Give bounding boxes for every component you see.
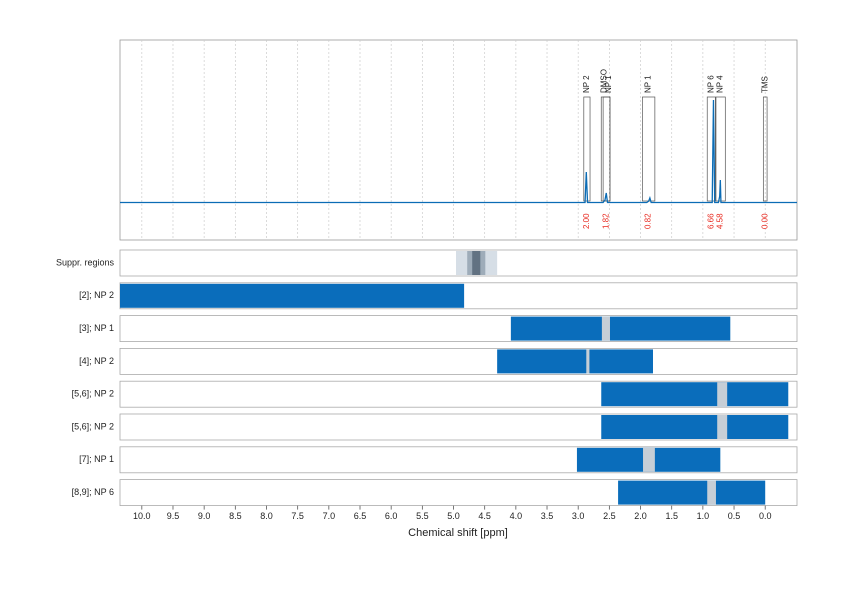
region-label: NP 1	[644, 75, 653, 93]
x-tick-label: 3.0	[572, 511, 585, 521]
region-box	[600, 96, 611, 202]
x-tick-label: 0.5	[728, 511, 741, 521]
x-tick-label: 2.0	[634, 511, 647, 521]
row-label: [3]; NP 1	[79, 323, 114, 333]
region-label: NP 1	[604, 75, 613, 93]
row-label: [8,9]; NP 6	[72, 487, 114, 497]
range-gap	[643, 447, 655, 472]
x-tick-label: 5.5	[416, 511, 429, 521]
x-tick-label: 4.0	[510, 511, 523, 521]
region-box	[762, 96, 768, 202]
region-label: NP 2	[582, 75, 591, 93]
region-integral: 2.00	[582, 213, 591, 229]
x-tick-label: 9.5	[167, 511, 180, 521]
row-label: [2]; NP 2	[79, 290, 114, 300]
range-bar	[601, 382, 789, 407]
region-label: NP 4	[716, 75, 725, 93]
range-gap	[601, 316, 610, 341]
row-label: [7]; NP 1	[79, 454, 114, 464]
row-label: [4]; NP 2	[79, 356, 114, 366]
x-tick-label: 6.5	[354, 511, 367, 521]
range-bar	[120, 283, 465, 308]
row-frame	[119, 347, 798, 375]
region-integral: 4.58	[716, 213, 725, 229]
suppression-band	[472, 251, 481, 275]
range-gap	[717, 382, 728, 407]
region-label: TMS	[760, 76, 769, 93]
range-gap	[707, 480, 716, 505]
region-integral: 0.82	[644, 213, 653, 229]
x-tick-label: 0.0	[759, 511, 772, 521]
x-tick-label: 8.0	[260, 511, 273, 521]
plot-frame	[119, 39, 798, 241]
region-box	[602, 96, 611, 202]
x-tick-label: 10.0	[133, 511, 151, 521]
x-tick-label: 6.0	[385, 511, 398, 521]
x-tick-label: 7.5	[291, 511, 304, 521]
row-label: [5,6]; NP 2	[72, 421, 114, 431]
x-tick-label: 7.0	[323, 511, 336, 521]
range-gap	[586, 349, 590, 374]
range-gap	[717, 415, 728, 439]
x-tick-label: 1.5	[665, 511, 678, 521]
x-tick-label: 1.0	[697, 511, 710, 521]
x-tick-label: 3.5	[541, 511, 554, 521]
x-tick-label: 4.5	[478, 511, 491, 521]
range-bar	[510, 316, 731, 341]
region-integral: 1.82	[602, 213, 611, 229]
region-label: NP 6	[706, 75, 715, 93]
x-tick-label: 5.0	[447, 511, 460, 521]
x-tick-label: 9.0	[198, 511, 211, 521]
region-box	[642, 96, 656, 202]
region-label: DMSO	[599, 69, 608, 93]
range-bar	[601, 415, 789, 439]
spectrum-line	[120, 99, 797, 204]
region-integral: 0.00	[760, 213, 769, 229]
region-integral: 6.66	[706, 213, 715, 229]
row-label: [5,6]; NP 2	[72, 389, 114, 399]
x-tick-label: 8.5	[229, 511, 242, 521]
row-label: Suppr. regions	[56, 257, 115, 267]
region-box	[706, 96, 716, 202]
x-tick-label: 2.5	[603, 511, 616, 521]
range-bar	[497, 349, 653, 374]
range-bar	[618, 480, 766, 505]
x-axis-title: Chemical shift [ppm]	[408, 527, 508, 539]
